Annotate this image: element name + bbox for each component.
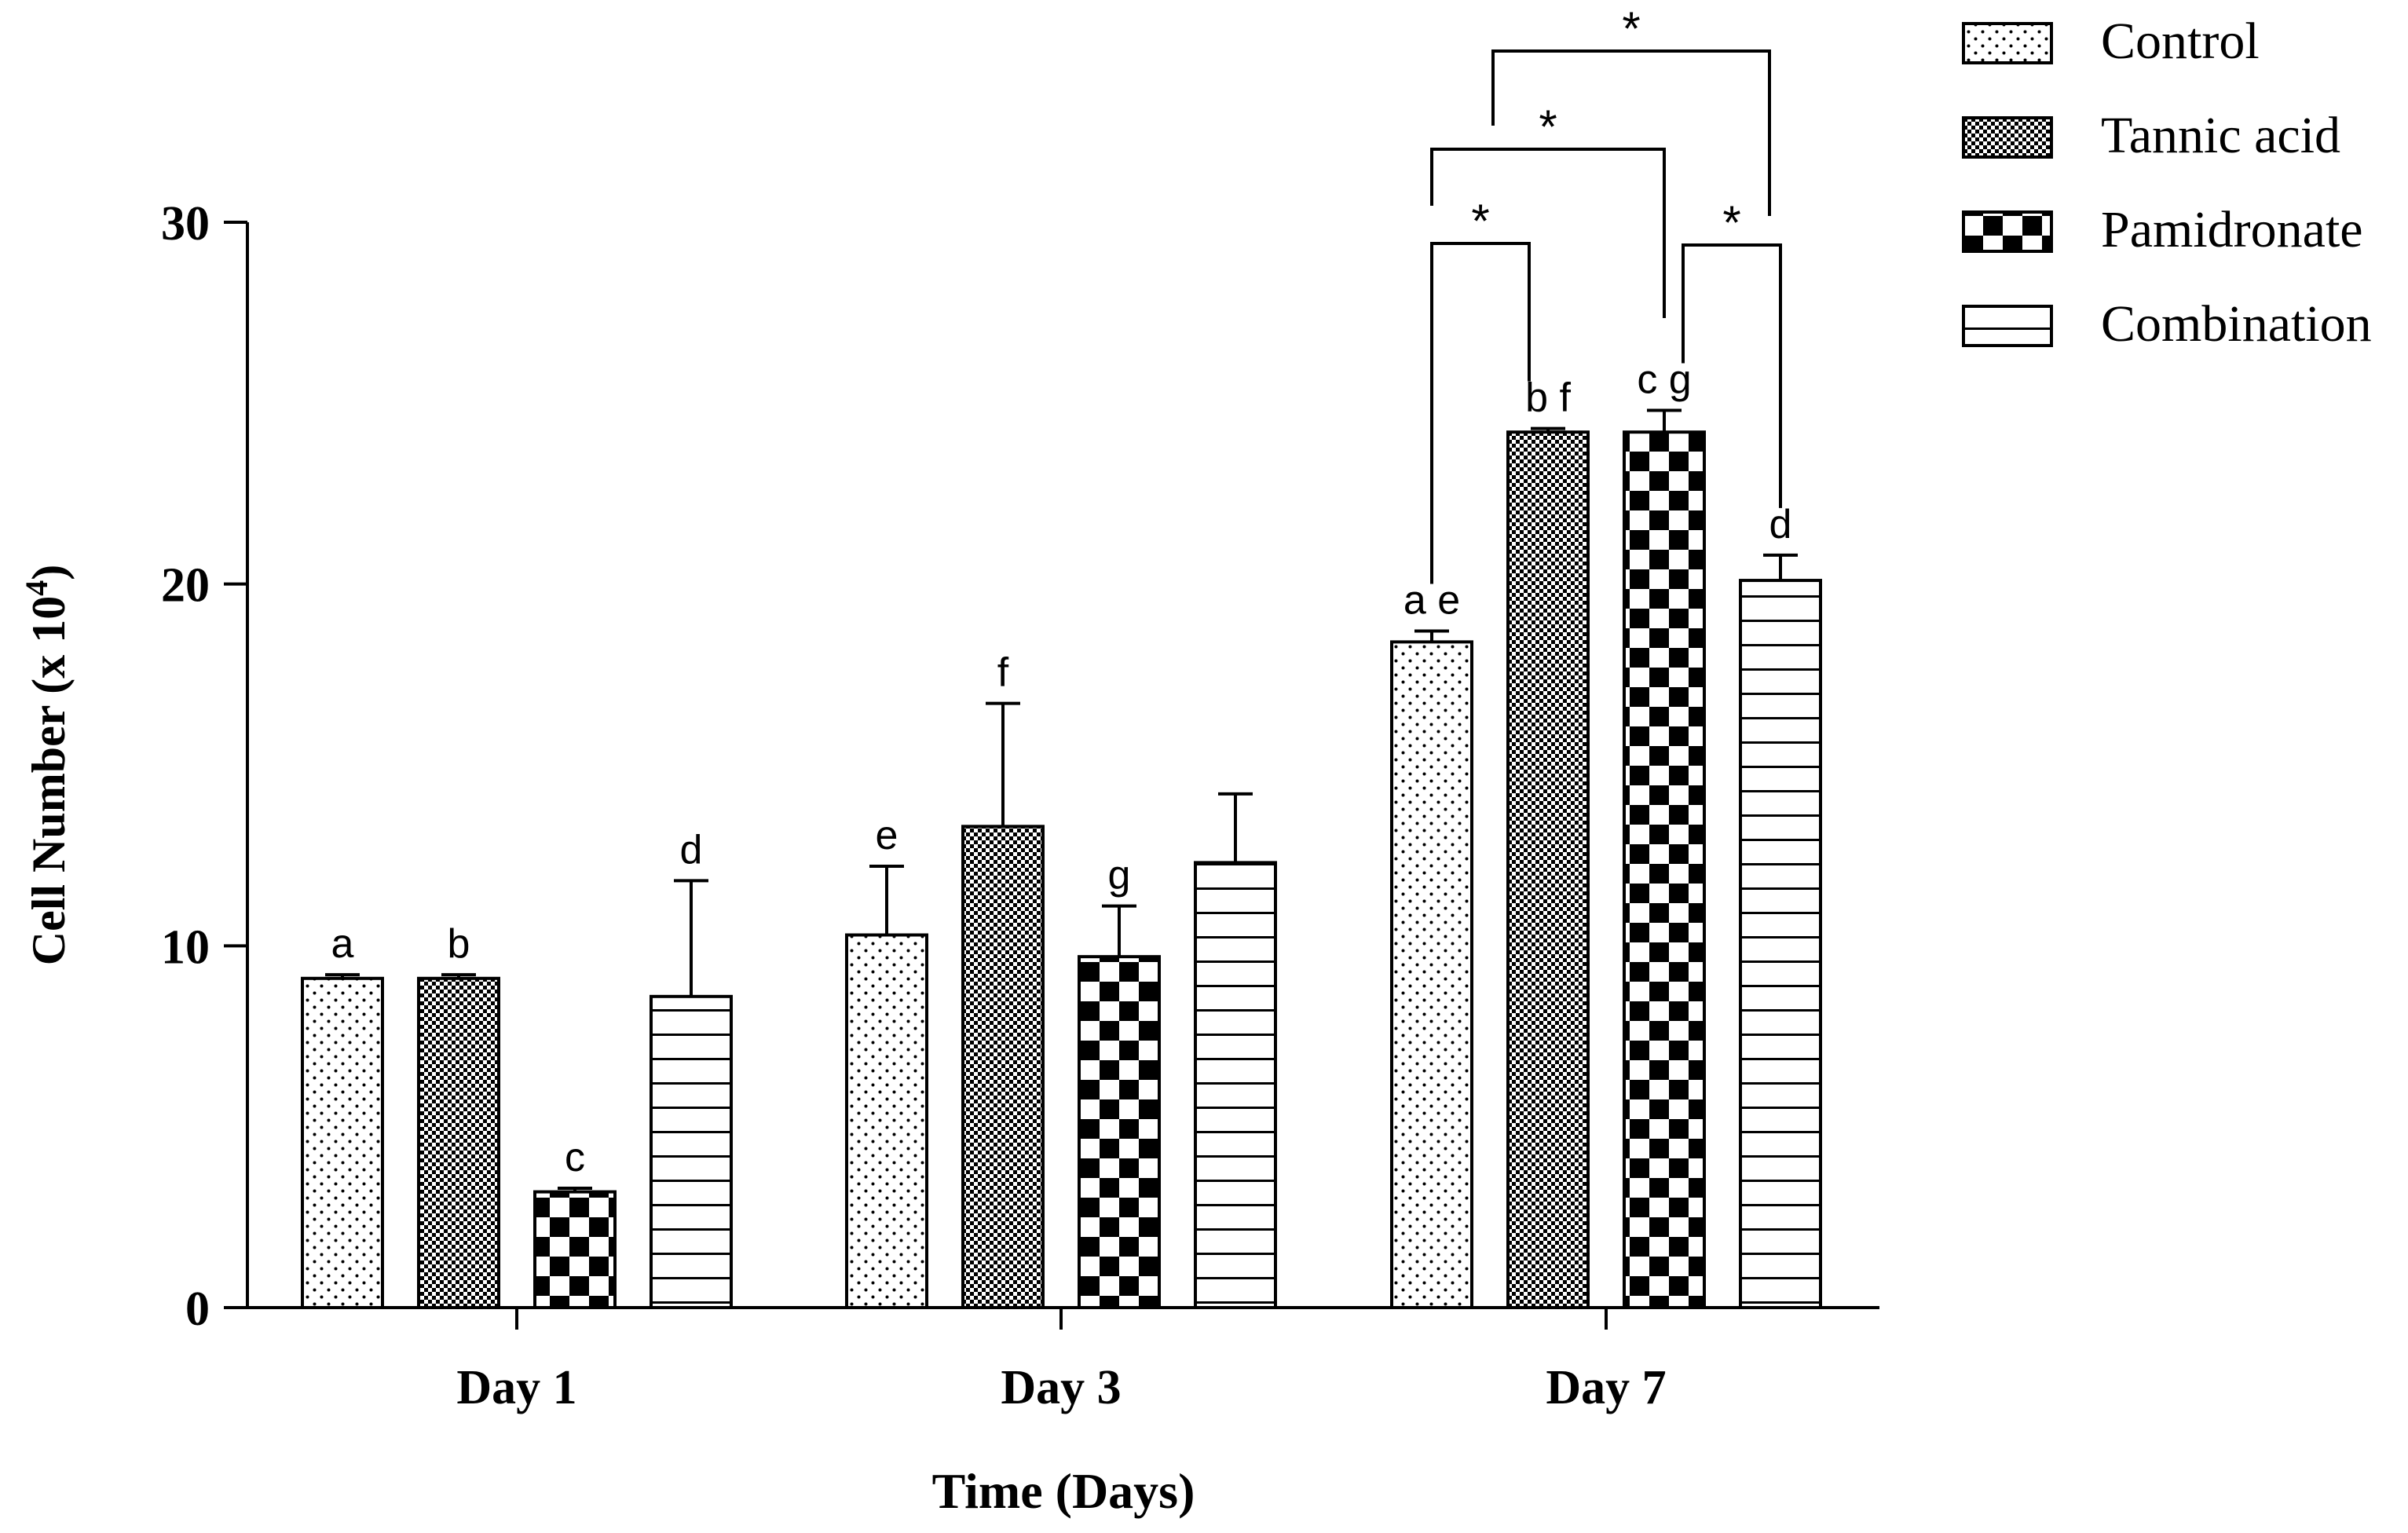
bar-letter-label: c g (1637, 357, 1691, 403)
y-axis-title: Cell Number (x 104) (19, 565, 75, 966)
legend-label: Combination (2101, 295, 2372, 353)
bar-letter-label: e (876, 813, 898, 858)
bar-combination-day-7 (1739, 579, 1822, 1309)
y-axis-title-main: Cell Number (x 10 (23, 596, 75, 966)
significance-star: * (1622, 2, 1640, 55)
significance-star: * (1722, 196, 1740, 249)
legend-label: Tannic acid (2101, 107, 2340, 164)
legend-swatch (1962, 210, 2053, 253)
legend-swatch (1962, 116, 2053, 159)
legend-swatch (1962, 22, 2053, 64)
significance-bracket (1430, 148, 1666, 318)
bar-tannic-acid-day-7 (1506, 430, 1590, 1309)
bar-letter-label: d (680, 827, 703, 873)
x-tick-label: Day 1 (456, 1361, 576, 1414)
bar-letter-label: c (565, 1135, 585, 1180)
bar-pamidronate-day-7 (1623, 430, 1706, 1309)
bar-combination-day-3 (1194, 861, 1277, 1309)
y-axis-title-exponent: 4 (19, 580, 54, 596)
significance-bracket (1430, 242, 1531, 584)
legend-swatch (1962, 305, 2053, 347)
bar-tannic-acid-day-1 (417, 976, 500, 1309)
x-axis-title: Time (Days) (932, 1463, 1195, 1519)
bar-letter-label: a (331, 921, 354, 967)
significance-star: * (1471, 195, 1489, 247)
bar-letter-label: f (997, 650, 1009, 696)
y-tick-label: 10 (161, 920, 210, 974)
bar-pamidronate-day-3 (1078, 955, 1161, 1309)
y-axis-title-close: ) (23, 565, 75, 580)
bar-letter-label: d (1769, 502, 1792, 547)
y-tick-label: 20 (161, 559, 210, 613)
bar-letter-label: b (448, 921, 470, 967)
significance-star: * (1539, 101, 1557, 153)
significance-bracket (1491, 49, 1771, 216)
x-tick-label: Day 7 (1546, 1361, 1666, 1414)
bar-letter-label: b f (1525, 375, 1571, 421)
significance-bracket (1682, 243, 1782, 508)
y-tick-label: 30 (161, 197, 210, 251)
bar-letter-label: g (1108, 853, 1131, 898)
x-tick-label: Day 3 (1001, 1361, 1121, 1414)
bar-control-day-7 (1390, 640, 1473, 1309)
bar-control-day-3 (845, 933, 928, 1309)
y-tick-label: 0 (185, 1282, 210, 1336)
bar-pamidronate-day-1 (533, 1190, 617, 1309)
bar-letter-label: a e (1403, 578, 1460, 624)
legend-label: Control (2101, 13, 2260, 70)
bar-control-day-1 (301, 976, 384, 1309)
legend-label: Pamidronate (2101, 201, 2363, 258)
bar-tannic-acid-day-3 (961, 825, 1045, 1309)
bar-combination-day-1 (650, 994, 733, 1309)
